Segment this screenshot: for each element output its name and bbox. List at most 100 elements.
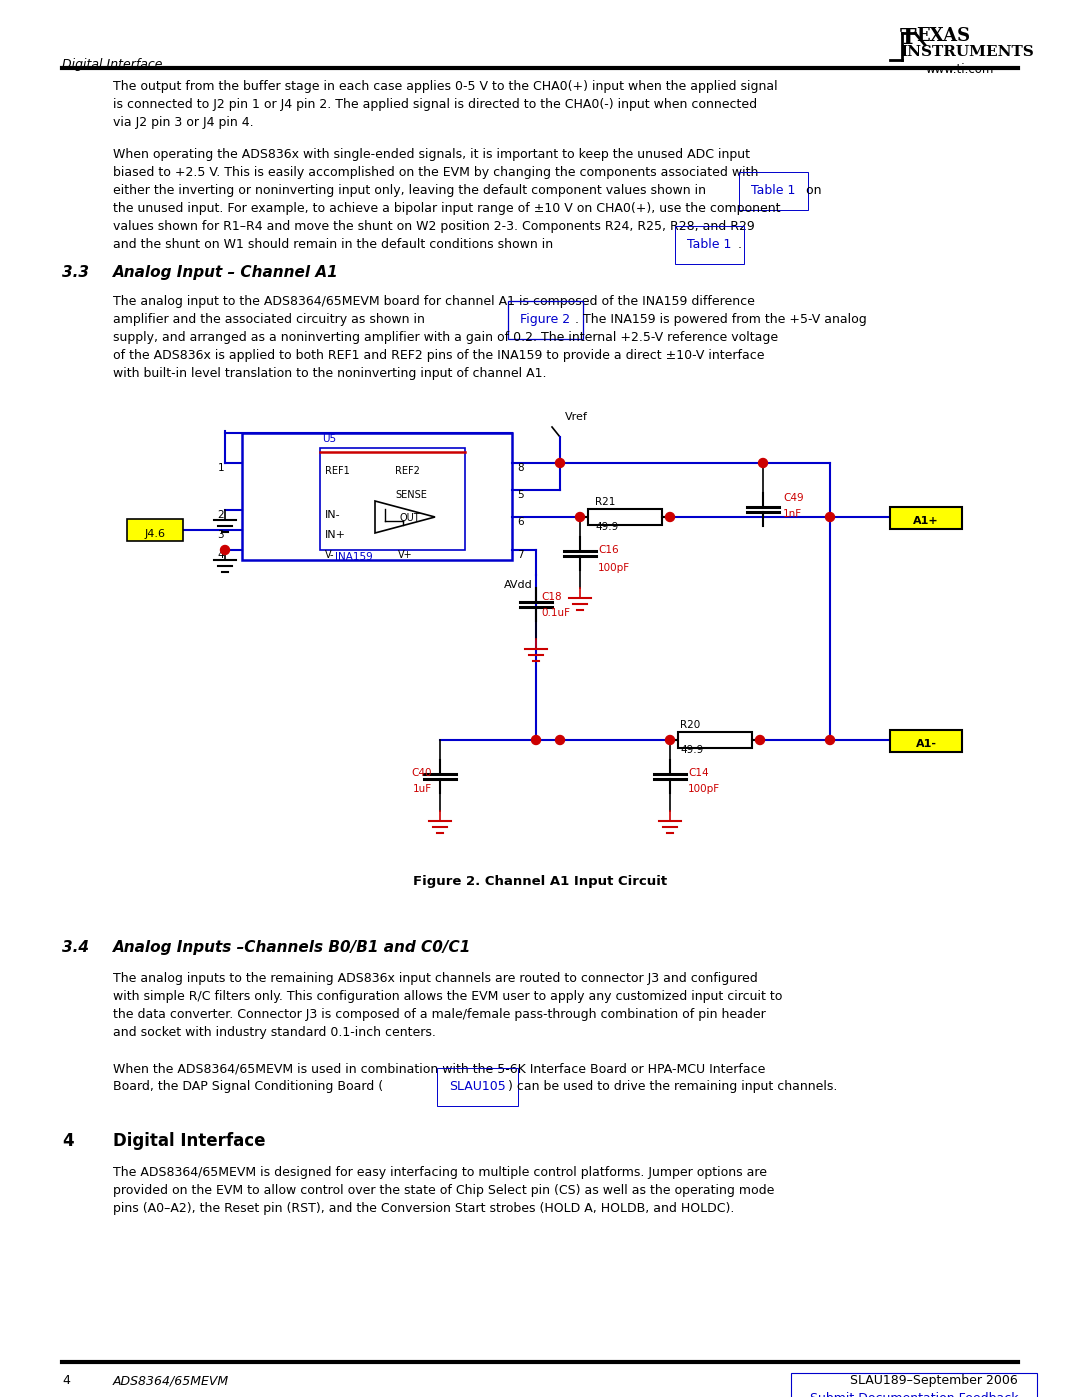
Circle shape xyxy=(576,513,584,521)
Text: A1-: A1- xyxy=(916,739,936,749)
Text: REF1: REF1 xyxy=(325,467,350,476)
Text: Figure 2. Channel A1 Input Circuit: Figure 2. Channel A1 Input Circuit xyxy=(413,875,667,888)
Text: 5: 5 xyxy=(517,490,524,500)
Text: biased to +2.5 V. This is easily accomplished on the EVM by changing the compone: biased to +2.5 V. This is easily accompl… xyxy=(113,166,758,179)
Text: SLAU105: SLAU105 xyxy=(449,1080,505,1092)
Text: Table 1: Table 1 xyxy=(751,184,795,197)
Text: 1uF: 1uF xyxy=(413,784,432,793)
Text: 2: 2 xyxy=(217,510,224,520)
Circle shape xyxy=(220,545,229,555)
Text: the data converter. Connector J3 is composed of a male/female pass-through combi: the data converter. Connector J3 is comp… xyxy=(113,1009,766,1021)
Text: A1+: A1+ xyxy=(914,515,939,527)
Text: C40: C40 xyxy=(411,768,432,778)
Text: Figure 2: Figure 2 xyxy=(519,313,570,326)
Text: ) can be used to drive the remaining input channels.: ) can be used to drive the remaining inp… xyxy=(508,1080,837,1092)
Bar xyxy=(320,448,465,550)
Circle shape xyxy=(756,735,765,745)
Circle shape xyxy=(758,458,768,468)
Text: OUT: OUT xyxy=(400,513,420,522)
Circle shape xyxy=(825,735,835,745)
Text: either the inverting or noninverting input only, leaving the default component v: either the inverting or noninverting inp… xyxy=(113,184,710,197)
Text: the unused input. For example, to achieve a bipolar input range of ±10 V on CHA0: the unused input. For example, to achiev… xyxy=(113,203,781,215)
Circle shape xyxy=(665,735,675,745)
Text: C18: C18 xyxy=(541,592,562,602)
Text: 6: 6 xyxy=(517,517,524,527)
Text: C49: C49 xyxy=(783,493,804,503)
Text: The ADS8364/65MEVM is designed for easy interfacing to multiple control platform: The ADS8364/65MEVM is designed for easy … xyxy=(113,1166,767,1179)
Text: 8: 8 xyxy=(517,462,524,474)
Bar xyxy=(678,732,752,747)
Text: R21: R21 xyxy=(595,497,616,507)
Text: EXAS: EXAS xyxy=(916,27,970,45)
Text: 1nF: 1nF xyxy=(783,509,802,520)
Text: Board, the DAP Signal Conditioning Board (: Board, the DAP Signal Conditioning Board… xyxy=(113,1080,383,1092)
Text: Analog Inputs –Channels B0/B1 and C0/C1: Analog Inputs –Channels B0/B1 and C0/C1 xyxy=(113,940,471,956)
Text: 7: 7 xyxy=(517,550,524,560)
Text: 100pF: 100pF xyxy=(688,784,720,793)
Text: with built-in level translation to the noninverting input of channel A1.: with built-in level translation to the n… xyxy=(113,367,546,380)
Text: 49.9: 49.9 xyxy=(680,745,703,754)
Text: on: on xyxy=(802,184,822,197)
Text: pins (A0–A2), the Reset pin (RST), and the Conversion Start strobes (HOLD A, HOL: pins (A0–A2), the Reset pin (RST), and t… xyxy=(113,1201,734,1215)
Text: REF2: REF2 xyxy=(395,467,420,476)
Text: When operating the ADS836x with single-ended signals, it is important to keep th: When operating the ADS836x with single-e… xyxy=(113,148,750,161)
Text: amplifier and the associated circuitry as shown in: amplifier and the associated circuitry a… xyxy=(113,313,429,326)
FancyBboxPatch shape xyxy=(127,520,183,541)
Circle shape xyxy=(825,513,835,521)
Text: 100pF: 100pF xyxy=(598,563,630,573)
Text: . The INA159 is powered from the +5-V analog: . The INA159 is powered from the +5-V an… xyxy=(575,313,867,326)
Text: 3.4: 3.4 xyxy=(62,940,89,956)
Text: INA159: INA159 xyxy=(335,552,373,562)
Circle shape xyxy=(555,735,565,745)
Text: IN-: IN- xyxy=(325,510,340,520)
Text: Submit Documentation Feedback: Submit Documentation Feedback xyxy=(810,1391,1018,1397)
Text: www.ti.com: www.ti.com xyxy=(926,63,995,75)
Text: supply, and arranged as a noninverting amplifier with a gain of 0.2. The interna: supply, and arranged as a noninverting a… xyxy=(113,331,778,344)
Text: Table 1: Table 1 xyxy=(687,237,731,251)
Text: R20: R20 xyxy=(680,719,700,731)
Text: values shown for R1–R4 and move the shunt on W2 position 2-3. Components R24, R2: values shown for R1–R4 and move the shun… xyxy=(113,219,755,233)
Circle shape xyxy=(555,458,565,468)
Text: J4.6: J4.6 xyxy=(145,529,165,539)
Text: SENSE: SENSE xyxy=(395,490,427,500)
Text: Digital Interface: Digital Interface xyxy=(113,1132,266,1150)
Text: 1: 1 xyxy=(217,462,224,474)
Polygon shape xyxy=(375,502,435,534)
FancyBboxPatch shape xyxy=(890,731,962,752)
Text: provided on the EVM to allow control over the state of Chip Select pin (CS) as w: provided on the EVM to allow control ove… xyxy=(113,1185,774,1197)
Text: is connected to J2 pin 1 or J4 pin 2. The applied signal is directed to the CHA0: is connected to J2 pin 1 or J4 pin 2. Th… xyxy=(113,98,757,110)
Text: The analog inputs to the remaining ADS836x input channels are routed to connecto: The analog inputs to the remaining ADS83… xyxy=(113,972,758,985)
Text: The output from the buffer stage in each case applies 0-5 V to the CHA0(+) input: The output from the buffer stage in each… xyxy=(113,80,778,94)
Text: with simple R/C filters only. This configuration allows the EVM user to apply an: with simple R/C filters only. This confi… xyxy=(113,990,782,1003)
Text: and the shunt on W1 should remain in the default conditions shown in: and the shunt on W1 should remain in the… xyxy=(113,237,557,251)
Text: T: T xyxy=(900,27,917,49)
Text: C14: C14 xyxy=(688,768,708,778)
Text: IN+: IN+ xyxy=(325,529,346,541)
Circle shape xyxy=(665,513,675,521)
Text: 0.1uF: 0.1uF xyxy=(541,608,570,617)
Text: Digital Interface: Digital Interface xyxy=(62,59,162,71)
Text: 4: 4 xyxy=(217,550,224,560)
Bar xyxy=(242,433,512,560)
Text: AVdd: AVdd xyxy=(503,580,532,590)
Text: 3.3: 3.3 xyxy=(62,265,89,279)
Text: 49.9: 49.9 xyxy=(595,522,618,532)
Text: SLAU189–September 2006: SLAU189–September 2006 xyxy=(850,1375,1018,1387)
Text: The analog input to the ADS8364/65MEVM board for channel A1 is composed of the I: The analog input to the ADS8364/65MEVM b… xyxy=(113,295,755,307)
Text: Vref: Vref xyxy=(565,412,588,422)
Text: 4: 4 xyxy=(62,1132,73,1150)
Text: ADS8364/65MEVM: ADS8364/65MEVM xyxy=(113,1375,229,1387)
Text: U5: U5 xyxy=(322,434,336,444)
Text: 4: 4 xyxy=(62,1375,70,1387)
Circle shape xyxy=(531,735,540,745)
Text: via J2 pin 3 or J4 pin 4.: via J2 pin 3 or J4 pin 4. xyxy=(113,116,254,129)
Text: V+: V+ xyxy=(399,550,413,560)
Text: C16: C16 xyxy=(598,545,619,555)
Text: Analog Input – Channel A1: Analog Input – Channel A1 xyxy=(113,265,339,279)
Text: of the ADS836x is applied to both REF1 and REF2 pins of the INA159 to provide a : of the ADS836x is applied to both REF1 a… xyxy=(113,349,765,362)
FancyBboxPatch shape xyxy=(890,507,962,529)
Text: .: . xyxy=(738,237,742,251)
Text: and socket with industry standard 0.1-inch centers.: and socket with industry standard 0.1-in… xyxy=(113,1025,436,1039)
Text: When the ADS8364/65MEVM is used in combination with the 5-6K Interface Board or : When the ADS8364/65MEVM is used in combi… xyxy=(113,1062,766,1076)
Bar xyxy=(588,509,662,525)
